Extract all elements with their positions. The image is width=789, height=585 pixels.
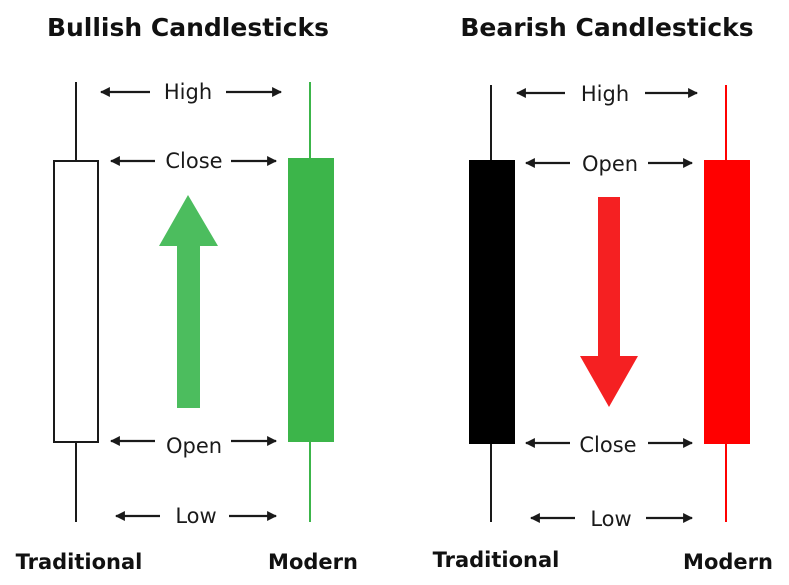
bullish-open-indicator: Open	[110, 434, 277, 458]
bearish-open-label: Open	[582, 152, 638, 176]
bullish-up-arrow	[159, 195, 218, 408]
bullish-traditional-body	[53, 160, 99, 443]
bullish-title: Bullish Candlesticks	[47, 13, 329, 42]
bearish-high-indicator: High	[516, 82, 698, 106]
bullish-traditional-candle	[53, 82, 99, 522]
bullish-open-label: Open	[166, 434, 222, 458]
bearish-traditional-body	[469, 160, 515, 444]
bullish-low-indicator: Low	[115, 504, 277, 528]
bullish-high-label: High	[164, 80, 212, 104]
bearish-low-indicator: Low	[530, 507, 693, 531]
bearish-down-arrow	[580, 197, 638, 407]
bullish-close-indicator: Close	[110, 149, 277, 173]
bullish-panel: Bullish Candlesticks High Close Ope	[16, 13, 358, 574]
bearish-panel: Bearish Candlesticks High Open Clos	[433, 13, 773, 574]
bearish-title: Bearish Candlesticks	[460, 13, 753, 42]
bearish-high-label: High	[581, 82, 629, 106]
bearish-traditional-label: Traditional	[433, 548, 560, 572]
bullish-modern-label: Modern	[268, 550, 358, 574]
bullish-modern-body	[288, 158, 334, 442]
bullish-close-label: Close	[165, 149, 222, 173]
bearish-traditional-candle	[469, 85, 515, 522]
bearish-close-indicator: Close	[525, 433, 693, 457]
bearish-close-label: Close	[579, 433, 636, 457]
bearish-modern-body	[704, 160, 750, 444]
bearish-low-label: Low	[590, 507, 631, 531]
bearish-open-indicator: Open	[525, 152, 693, 176]
bearish-modern-label: Modern	[683, 550, 773, 574]
bullish-low-label: Low	[175, 504, 216, 528]
bullish-traditional-label: Traditional	[16, 550, 143, 574]
bullish-high-indicator: High	[100, 80, 282, 104]
bullish-modern-candle	[288, 82, 334, 522]
bearish-modern-candle	[704, 85, 750, 522]
